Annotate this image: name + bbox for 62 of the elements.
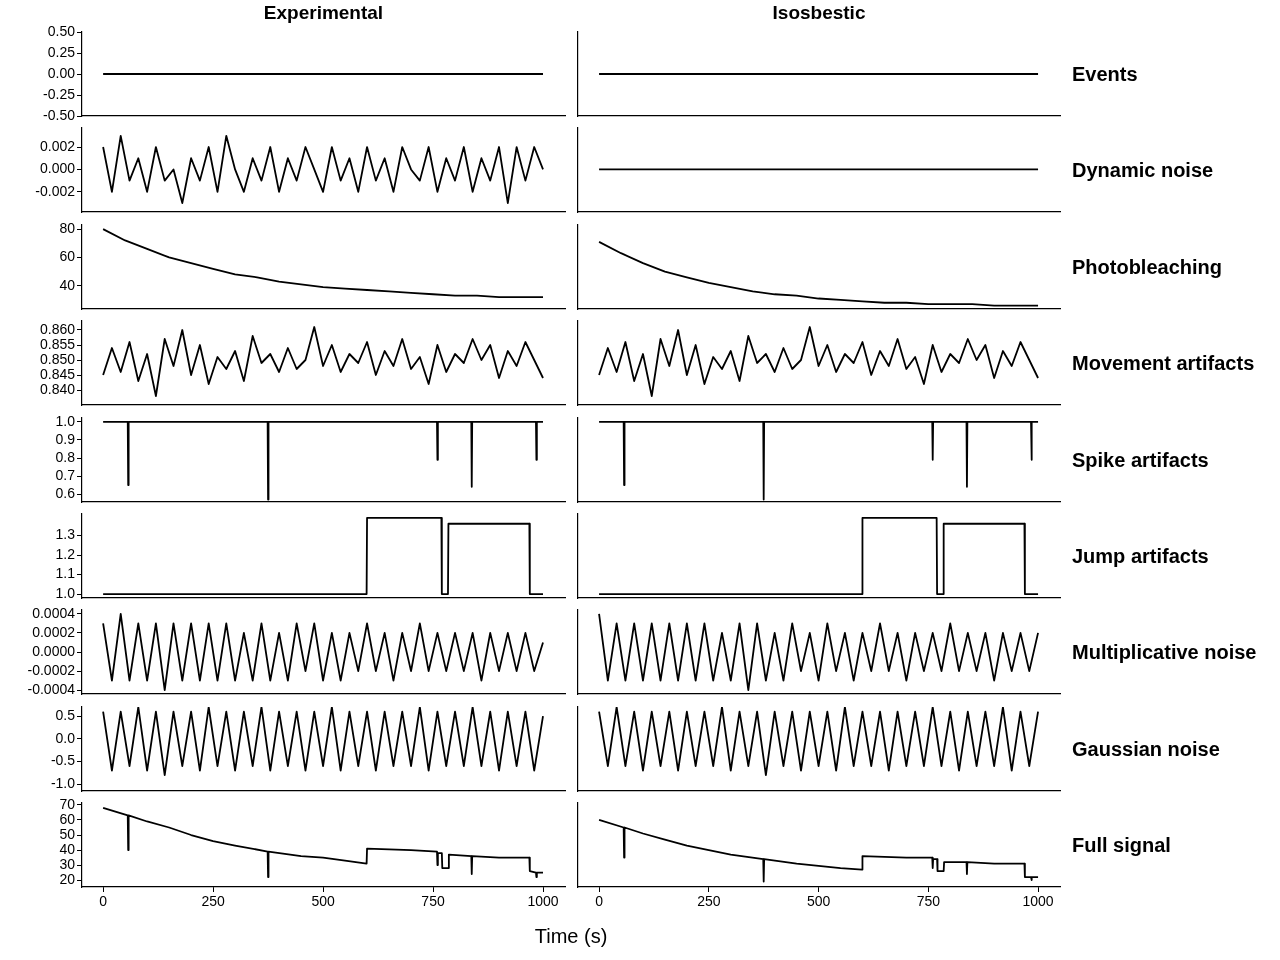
- y-tick-label: 0.5: [55, 706, 76, 723]
- y-tick-label: -1.0: [50, 774, 76, 791]
- y-tick-label: 60: [59, 248, 76, 265]
- y-tick-label: 0.860: [39, 321, 76, 338]
- y-tick-label: -0.0004: [27, 681, 76, 698]
- y-tick-label: 0.855: [39, 336, 76, 353]
- y-tick-label: -0.25: [43, 85, 76, 102]
- x-axis-title: Time (s): [534, 925, 608, 949]
- x-tick-label: 0: [595, 893, 604, 910]
- text: Jump artifacts: [1072, 544, 1209, 568]
- y-tick-label: 0.002: [39, 138, 76, 155]
- y-tick-label: 60: [59, 811, 76, 828]
- x-tick-label: 750: [916, 893, 941, 910]
- x-tick-label: 750: [421, 893, 445, 910]
- y-tick-label: -0.002: [35, 183, 76, 200]
- y-tick-label: 1.1: [55, 565, 76, 582]
- text: Dynamic noise: [1072, 158, 1214, 182]
- x-tick-label: 250: [697, 893, 721, 910]
- x-tick-label: 1000: [527, 893, 559, 910]
- text: Spike artifacts: [1072, 448, 1209, 472]
- x-tick-label: 500: [806, 893, 831, 910]
- y-tick-label: 80: [59, 219, 76, 236]
- y-tick-label: 20: [59, 871, 76, 888]
- y-tick-label: 0.9: [55, 430, 76, 447]
- x-tick-label: 500: [311, 893, 335, 910]
- y-tick-label: 0.0002: [32, 624, 76, 641]
- x-tick-label: 250: [201, 893, 225, 910]
- y-tick-label: 1.0: [55, 584, 76, 601]
- text: Multiplicative noise: [1072, 640, 1257, 664]
- x-tick-label: 1000: [1022, 893, 1054, 910]
- y-tick-label: -0.0002: [27, 662, 76, 679]
- y-tick-label: -0.5: [50, 752, 76, 769]
- y-tick-label: 0.840: [39, 381, 76, 398]
- y-tick-label: 1.0: [55, 412, 76, 429]
- y-tick-label: 30: [59, 856, 76, 873]
- chart-title: Experimental: [262, 2, 385, 24]
- text: Gaussian noise: [1072, 737, 1220, 761]
- y-tick-label: 0.0000: [32, 643, 76, 660]
- chart-title: Isosbestic: [771, 2, 867, 24]
- y-tick-label: 50: [59, 826, 76, 843]
- y-tick-label: 0.0004: [32, 605, 76, 622]
- y-tick-label: 0.0: [55, 729, 76, 746]
- text: Events: [1072, 62, 1138, 86]
- y-tick-label: 1.3: [55, 526, 76, 543]
- y-tick-label: 0.6: [55, 484, 76, 501]
- y-tick-label: 0.845: [39, 366, 76, 383]
- y-tick-label: 70: [59, 796, 76, 812]
- y-tick-label: -0.50: [43, 106, 76, 123]
- y-tick-label: 0.50: [47, 22, 76, 39]
- text: Photobleaching: [1072, 255, 1222, 279]
- y-tick-label: 0.8: [55, 448, 76, 465]
- y-tick-label: 1.2: [55, 545, 76, 562]
- y-tick-label: 40: [59, 276, 76, 293]
- x-tick-label: 0: [99, 893, 108, 910]
- text: Full signal: [1072, 833, 1171, 857]
- y-tick-label: 0.850: [39, 351, 76, 368]
- y-tick-label: 0.7: [55, 466, 76, 483]
- text: Movement artifacts: [1072, 351, 1255, 375]
- y-tick-label: 0.00: [47, 64, 76, 81]
- y-tick-label: 40: [59, 841, 76, 858]
- y-tick-label: 0.000: [39, 160, 76, 177]
- y-tick-label: 0.25: [47, 43, 76, 60]
